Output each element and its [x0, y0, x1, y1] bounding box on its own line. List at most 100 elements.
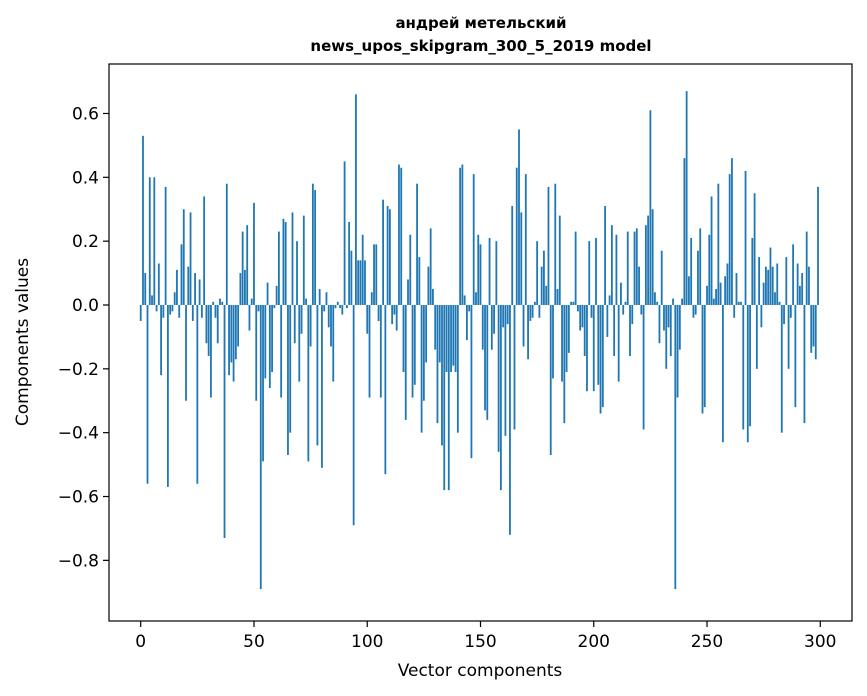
bar-24 — [194, 273, 196, 305]
bar-43 — [237, 304, 240, 347]
bar-161 — [504, 304, 507, 436]
bar-93 — [350, 250, 353, 305]
bar-65 — [287, 304, 289, 456]
bar-196 — [583, 304, 586, 357]
bar-32 — [212, 301, 215, 305]
bar-140 — [456, 304, 459, 433]
bar-102 — [370, 292, 373, 305]
bar-75 — [309, 304, 312, 347]
bar-68 — [293, 304, 296, 344]
bar-36 — [221, 301, 224, 305]
bar-235 — [672, 298, 674, 305]
bar-182 — [552, 304, 554, 379]
bar-89 — [341, 304, 344, 315]
y-tick-label-7: 0.6 — [72, 104, 99, 124]
bar-278 — [769, 247, 772, 305]
bar-174 — [533, 301, 536, 305]
bar-67 — [291, 212, 294, 305]
bar-103 — [373, 244, 375, 305]
bar-147 — [472, 174, 475, 305]
bar-205 — [604, 206, 606, 305]
bar-47 — [246, 225, 249, 305]
bar-177 — [540, 266, 543, 305]
bar-91 — [345, 304, 348, 309]
bar-40 — [230, 304, 233, 363]
bar-56 — [266, 282, 269, 305]
bar-241 — [685, 91, 688, 305]
bar-78 — [316, 304, 319, 446]
x-tick-label-50: 50 — [243, 632, 265, 652]
bar-172 — [529, 304, 532, 321]
bar-119 — [409, 234, 412, 305]
bar-199 — [590, 304, 593, 318]
bar-277 — [767, 269, 770, 305]
bar-51 — [255, 304, 258, 401]
bar-237 — [676, 304, 679, 398]
bar-187 — [563, 304, 566, 424]
bar-6 — [153, 177, 156, 305]
bar-157 — [495, 241, 498, 305]
bar-271 — [753, 193, 756, 305]
bar-210 — [615, 234, 618, 305]
bar-58 — [271, 304, 273, 373]
bar-150 — [479, 244, 482, 305]
bar-92 — [348, 222, 351, 305]
bar-297 — [812, 304, 815, 347]
bar-257 — [721, 304, 724, 443]
bar-112 — [393, 304, 396, 315]
bar-234 — [669, 304, 672, 357]
bar-203 — [599, 304, 602, 414]
bar-244 — [692, 304, 695, 318]
bar-275 — [762, 282, 765, 305]
y-tick-label-1: −0.6 — [58, 488, 99, 508]
bar-117 — [404, 304, 407, 420]
bar-95 — [355, 94, 357, 305]
bar-200 — [592, 304, 595, 392]
bar-206 — [606, 304, 609, 337]
bar-193 — [577, 304, 579, 312]
bar-149 — [477, 234, 480, 305]
bar-80 — [321, 304, 323, 468]
y-tick-label-5: 0.2 — [72, 232, 99, 252]
bar-66 — [289, 304, 292, 433]
bar-30 — [207, 304, 210, 357]
y-axis-label: Components values — [13, 258, 33, 426]
bar-1 — [142, 135, 144, 305]
bar-287 — [789, 304, 792, 318]
bar-137 — [450, 304, 452, 373]
bar-34 — [216, 304, 219, 344]
bar-233 — [667, 304, 670, 328]
bar-124 — [420, 304, 423, 433]
bar-195 — [581, 304, 584, 328]
bar-136 — [447, 304, 450, 491]
bar-216 — [629, 304, 631, 357]
bar-79 — [318, 289, 321, 305]
bar-273 — [758, 257, 761, 305]
bar-41 — [232, 304, 235, 382]
x-tick-label-250: 250 — [691, 632, 723, 652]
bar-62 — [280, 304, 283, 398]
y-tick-label-4: 0.0 — [72, 296, 99, 316]
bar-228 — [656, 301, 659, 305]
bar-239 — [681, 298, 684, 305]
bar-270 — [751, 237, 754, 305]
y-tick-label-6: 0.4 — [72, 168, 99, 188]
bar-197 — [586, 304, 588, 392]
bar-188 — [565, 304, 568, 373]
x-tick-label-300: 300 — [804, 632, 836, 652]
x-axis-ticks: 0 50 100 150 200 250 300 — [135, 621, 837, 652]
bar-27 — [200, 304, 203, 318]
x-tick-label-150: 150 — [464, 632, 496, 652]
bar-99 — [364, 260, 366, 305]
bar-289 — [794, 304, 797, 408]
bar-23 — [191, 304, 194, 321]
bar-215 — [626, 231, 629, 305]
bar-267 — [744, 170, 747, 305]
bar-262 — [733, 304, 736, 318]
bar-121 — [413, 304, 416, 385]
bar-264 — [737, 301, 740, 305]
bar-5 — [151, 295, 153, 305]
bar-87 — [336, 301, 339, 305]
bar-294 — [805, 231, 808, 305]
bar-127 — [427, 266, 430, 305]
